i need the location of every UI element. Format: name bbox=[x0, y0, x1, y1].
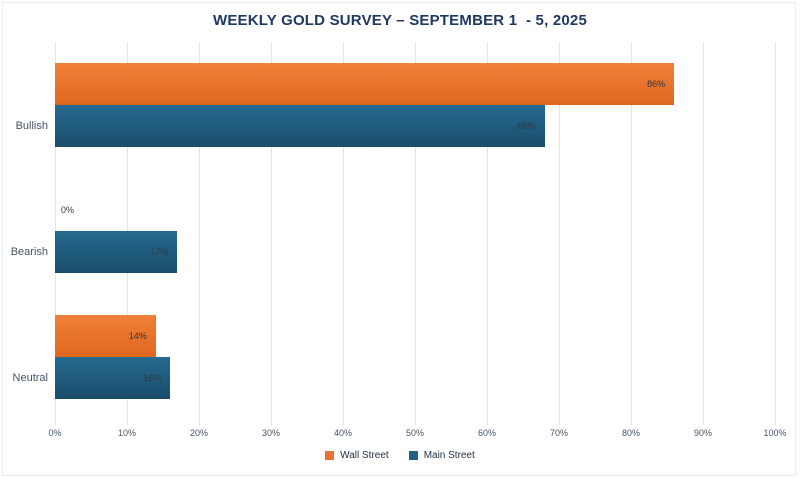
x-tick-label-10pct: 10% bbox=[117, 428, 136, 438]
grid-line bbox=[199, 42, 200, 425]
x-tick-label-30pct: 30% bbox=[261, 428, 280, 438]
legend-item-wall-street: Wall Street bbox=[325, 450, 389, 461]
bar-main-street-bearish bbox=[55, 231, 178, 273]
data-label-main-street-bearish: 17% bbox=[150, 247, 169, 257]
legend-label: Main Street bbox=[423, 450, 475, 461]
x-axis: 0% 10% 20% 30% 40% 50% 60% 70% 80% 90% 100% bbox=[48, 428, 786, 442]
legend: Wall Street Main Street bbox=[0, 450, 800, 461]
x-tick-label-60pct: 60% bbox=[477, 428, 496, 438]
grid-line bbox=[271, 42, 272, 425]
data-label-main-street-bullish: 68% bbox=[517, 121, 536, 131]
data-label-main-street-neutral: 16% bbox=[143, 373, 162, 383]
category-label-neutral: Neutral bbox=[12, 372, 48, 384]
legend-item-main-street: Main Street bbox=[408, 450, 475, 461]
chart-title: WEEKLY GOLD SURVEY – SEPTEMBER 1 - 5, 20… bbox=[212, 12, 587, 29]
legend-label: Wall Street bbox=[340, 450, 389, 461]
legend-swatch-icon bbox=[408, 451, 418, 460]
x-tick-label-70pct: 70% bbox=[549, 428, 568, 438]
category-label-bearish: Bearish bbox=[10, 246, 48, 258]
x-tick-label-0pct: 0% bbox=[48, 428, 62, 438]
category-row-bullish: 86% 68% Bullish bbox=[16, 42, 775, 168]
category-row-bearish: 0% 17% Bearish bbox=[11, 168, 775, 294]
category-row-neutral: 14% 16% Neutral bbox=[13, 294, 775, 420]
legend-swatch-icon bbox=[325, 451, 335, 460]
x-tick-label-50pct: 50% bbox=[405, 428, 424, 438]
grid-line bbox=[559, 42, 560, 425]
data-label-wall-street-bullish: 86% bbox=[647, 79, 666, 89]
x-tick-label-40pct: 40% bbox=[333, 428, 352, 438]
category-label-bullish: Bullish bbox=[15, 120, 48, 132]
bar-wall-street-bullish bbox=[55, 63, 675, 105]
grid-line bbox=[415, 42, 416, 425]
bar-main-street-bullish bbox=[55, 105, 545, 147]
grid-line bbox=[631, 42, 632, 425]
grid-line bbox=[343, 42, 344, 425]
grid-line bbox=[703, 42, 704, 425]
plot-area: 86% 68% Bullish 0% 17% Bearish 14% 16% Neutral bbox=[11, 42, 776, 425]
grid-line bbox=[775, 42, 776, 425]
x-tick-label-80pct: 80% bbox=[621, 428, 640, 438]
bar-wall-street-neutral bbox=[55, 315, 156, 357]
x-tick-label-100pct: 100% bbox=[763, 428, 787, 438]
x-tick-label-90pct: 90% bbox=[693, 428, 712, 438]
data-label-wall-street-bearish: 0% bbox=[61, 205, 75, 215]
bar-main-street-neutral bbox=[55, 357, 171, 399]
grid-line bbox=[487, 42, 488, 425]
data-label-wall-street-neutral: 14% bbox=[128, 331, 147, 341]
x-tick-label-20pct: 20% bbox=[189, 428, 208, 438]
